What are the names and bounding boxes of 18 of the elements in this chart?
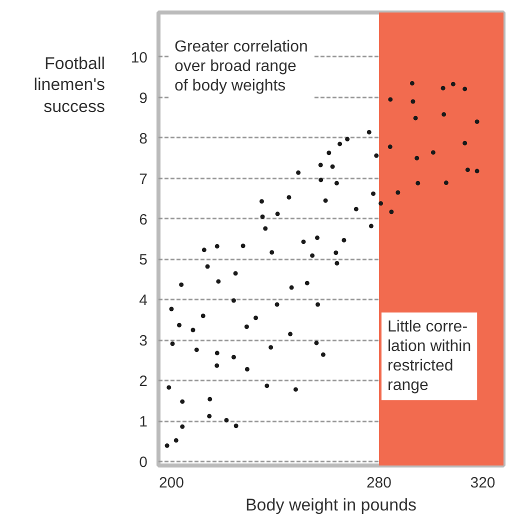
y-tick-label: 7 (139, 170, 148, 188)
y-axis-title: Football linemen's success (34, 53, 105, 117)
y-tick-label: 1 (139, 414, 148, 431)
y-tick-label: 8 (139, 130, 148, 148)
y-tick-label: 10 (130, 49, 148, 66)
y-tick-label: 4 (139, 292, 148, 310)
y-tick-label: 6 (139, 211, 148, 228)
x-tick-label: 320 (470, 474, 496, 492)
y-tick-label: 9 (139, 90, 148, 107)
annotation: Little corre- lation within restricted range (388, 318, 472, 394)
y-tick-label: 0 (139, 454, 148, 471)
annotation: Greater correlation over broad range of body weights (174, 38, 308, 95)
x-tick-label: 200 (158, 474, 184, 492)
x-tick-label: 280 (366, 474, 392, 492)
x-axis-title: Body weight in pounds (245, 496, 417, 514)
y-tick-label: 2 (139, 373, 148, 390)
y-tick-label: 5 (139, 252, 148, 269)
y-tick-label: 3 (139, 332, 148, 350)
